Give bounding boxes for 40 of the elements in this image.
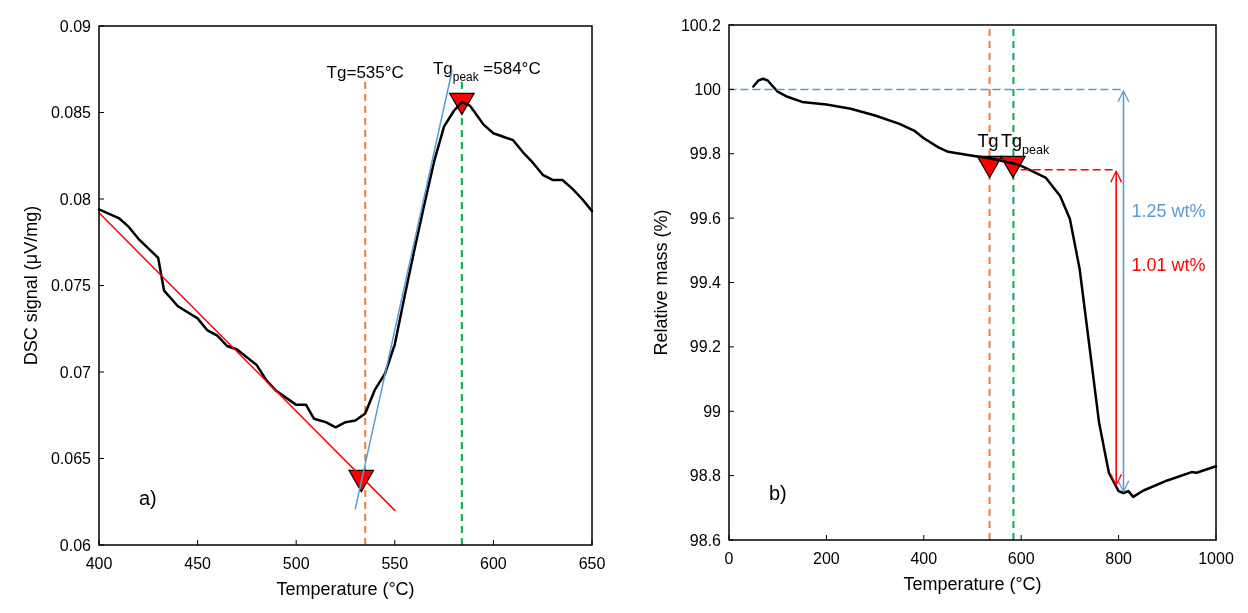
y-tick-label: 99.6 bbox=[689, 209, 722, 227]
x-tick-label: 600 bbox=[1007, 550, 1035, 567]
x-tick-label: 650 bbox=[578, 555, 606, 572]
y-tick-label: 100.2 bbox=[680, 16, 722, 34]
x-tick-label: 200 bbox=[813, 550, 840, 567]
y-tick-label: 100 bbox=[694, 80, 722, 98]
x-tick-label: 550 bbox=[381, 555, 409, 572]
annotation: Tg$_{peak}$ bbox=[1000, 131, 1050, 158]
y-tick-label: 0.085 bbox=[50, 104, 92, 122]
y-axis-title: Relative mass (%) bbox=[651, 209, 671, 356]
y-tick-label: 0.065 bbox=[50, 450, 92, 468]
x-axis-title: Temperature (°C) bbox=[276, 579, 415, 599]
x-tick-label: 800 bbox=[1105, 550, 1133, 567]
y-tick-label: 99.8 bbox=[689, 145, 722, 163]
y-tick-label: 0.06 bbox=[59, 536, 92, 554]
y-tick-label: 0.09 bbox=[59, 17, 92, 35]
annotation: 1.25 wt% bbox=[1131, 200, 1206, 221]
annotation: b) bbox=[769, 482, 787, 504]
y-tick-label: 98.6 bbox=[689, 531, 722, 549]
y-tick-label: 0.075 bbox=[50, 277, 92, 295]
x-tick-label: 450 bbox=[184, 555, 212, 572]
x-tick-label: 400 bbox=[910, 550, 938, 567]
y-tick-label: 0.07 bbox=[59, 363, 92, 381]
x-tick-label: 400 bbox=[85, 555, 113, 572]
y-tick-label: 99.2 bbox=[689, 338, 722, 356]
y-tick-label: 99 bbox=[703, 402, 722, 420]
ref-line-label: Tg=535°C bbox=[326, 63, 404, 82]
y-tick-label: 0.08 bbox=[59, 190, 92, 208]
annotation: Tg bbox=[977, 131, 999, 152]
y-tick-label: 98.8 bbox=[689, 467, 722, 485]
y-axis-title: DSC signal (μV/mg) bbox=[21, 205, 41, 366]
x-axis-title: Temperature (°C) bbox=[903, 574, 1042, 594]
x-tick-label: 1000 bbox=[1198, 550, 1234, 567]
x-tick-label: 500 bbox=[282, 555, 310, 572]
x-tick-label: 600 bbox=[480, 555, 507, 572]
ref-line-label: Tg$_{peak}$ =584°C bbox=[432, 59, 541, 84]
annotation: a) bbox=[139, 487, 157, 509]
y-tick-label: 99.4 bbox=[689, 274, 722, 292]
annotation: 1.01 wt% bbox=[1131, 255, 1206, 276]
x-tick-label: 0 bbox=[724, 550, 734, 567]
